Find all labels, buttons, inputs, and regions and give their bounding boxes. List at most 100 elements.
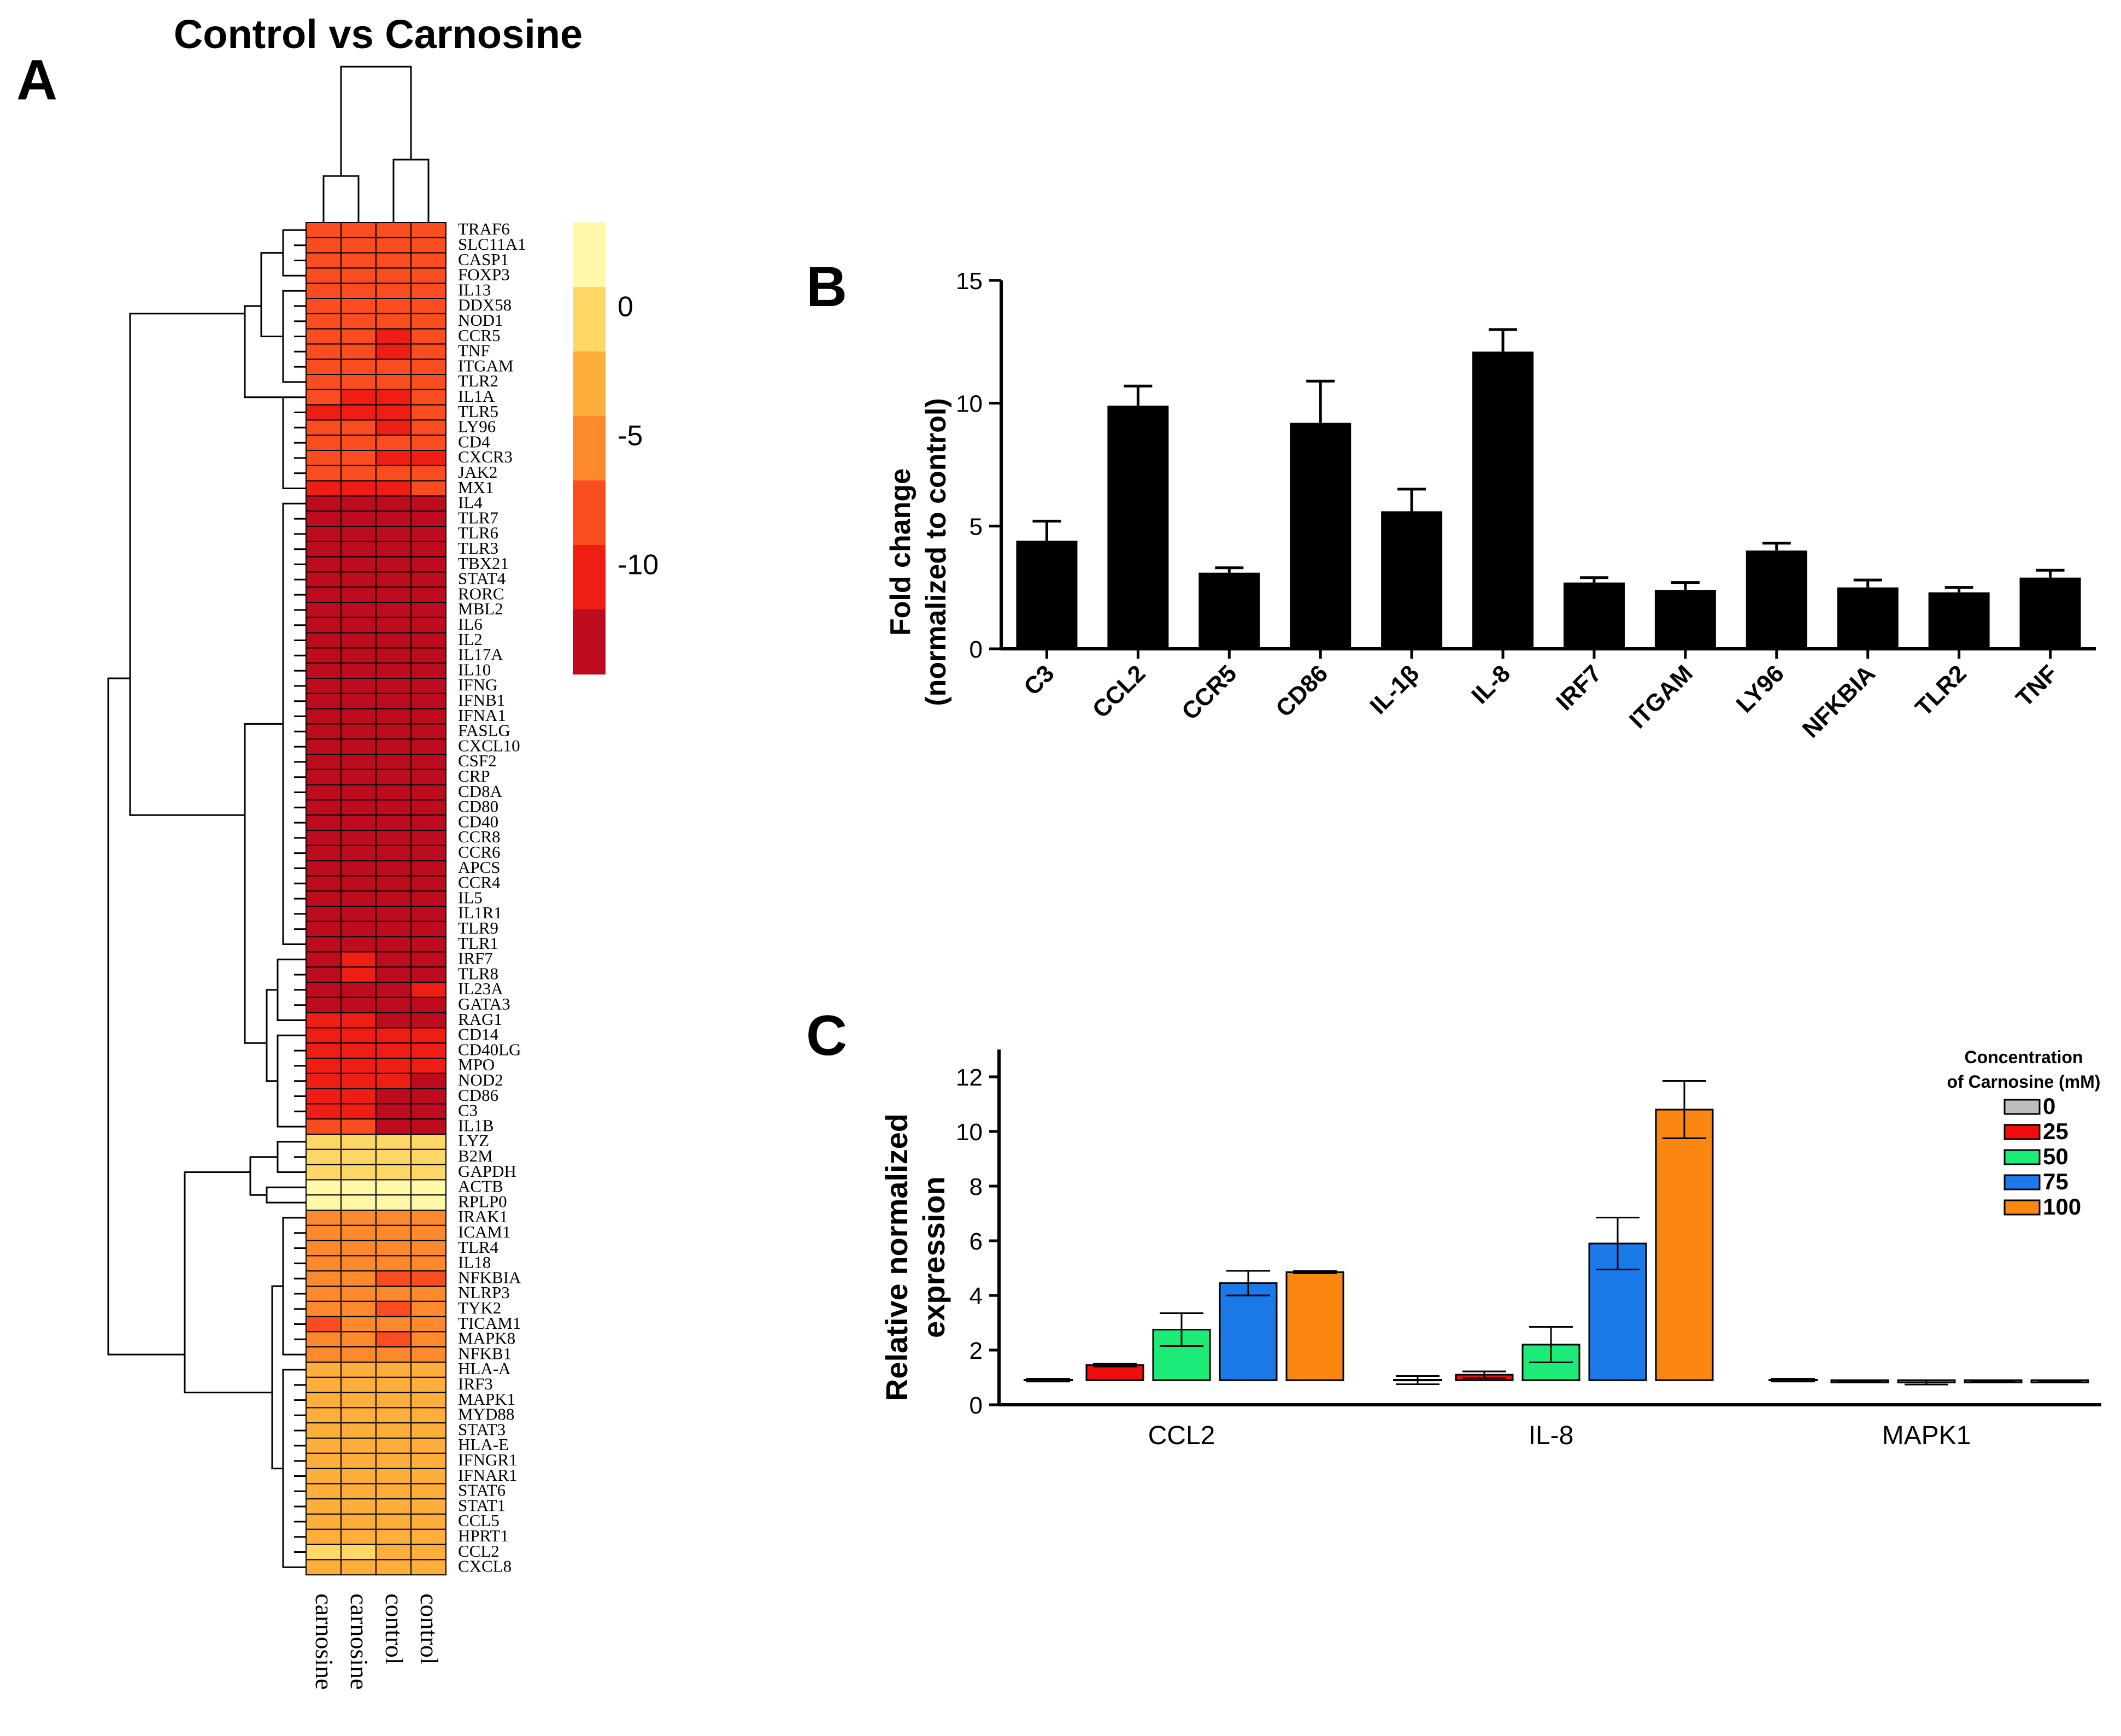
color-scale-swatch (573, 351, 606, 417)
panel-b-bar (1746, 550, 1807, 649)
heatmap-cell (340, 860, 377, 877)
heatmap-cell (375, 1088, 412, 1105)
heatmap-cell (340, 1164, 377, 1181)
heatmap-row-label: STAT6 (458, 1481, 506, 1500)
heatmap-row-label: SLC11A1 (458, 234, 526, 254)
panel-c-grouped-bar-chart: C Relative normalized expression 0 2 4 6 8 10… (806, 1004, 2101, 1450)
heatmap-cell (305, 374, 342, 390)
heatmap-cell (305, 313, 342, 330)
heatmap-cell (375, 526, 412, 542)
panel-c-axes: 0 2 4 6 8 10 12 CCL2 IL-8 MAPK1 (956, 1049, 2101, 1450)
heatmap-cell (410, 617, 446, 634)
heatmap-cell (410, 1362, 446, 1378)
heatmap-row-label: HLA-E (458, 1435, 509, 1454)
panel-c-label: C (806, 1004, 847, 1068)
heatmap-row-label: STAT1 (458, 1495, 506, 1515)
heatmap-cell (340, 996, 377, 1013)
heatmap-cell (410, 1088, 446, 1105)
heatmap-cell (375, 313, 412, 330)
heatmap-cell (410, 480, 446, 497)
heatmap-cell (305, 328, 342, 345)
color-scale-swatch (573, 287, 606, 352)
heatmap-cell (375, 1224, 412, 1241)
heatmap-row-label: MAPK1 (458, 1389, 515, 1409)
heatmap-cell (305, 1058, 342, 1074)
heatmap-cell (375, 890, 412, 907)
heatmap-cell (410, 754, 446, 770)
color-scale-swatch (573, 545, 606, 610)
heatmap-row-label: B2M (458, 1146, 493, 1165)
heatmap-cell (340, 1498, 377, 1515)
heatmap-row-label: CD8A (458, 782, 503, 801)
heatmap-cell (340, 298, 377, 314)
heatmap-cell (375, 1027, 412, 1044)
heatmap-cell (340, 844, 377, 861)
heatmap-cell (305, 343, 342, 360)
heatmap-cell (375, 1559, 412, 1576)
heatmap-row-label: IL13 (458, 280, 491, 299)
heatmap-cell (340, 526, 377, 542)
heatmap-cell (375, 769, 412, 785)
heatmap-cell (375, 875, 412, 892)
heatmap-cell (410, 814, 446, 831)
panel-b-bars (1016, 328, 2081, 649)
heatmap-cell (375, 814, 412, 831)
panel-c-y-tick-label: 2 (970, 1338, 983, 1364)
heatmap-cell (340, 1224, 377, 1241)
heatmap-row-label: CSF2 (458, 751, 497, 770)
heatmap-cell (305, 830, 342, 846)
heatmap-cell (410, 1164, 446, 1181)
heatmap-cell (375, 1134, 412, 1150)
heatmap-cell (410, 647, 446, 664)
heatmap-cell (340, 556, 377, 573)
legend-swatch (2004, 1149, 2041, 1165)
heatmap-row-label: IL2 (458, 630, 483, 649)
heatmap-cell (305, 1027, 342, 1044)
heatmap-cell (340, 1072, 377, 1089)
panel-b-x-tick-label: CCR5 (1177, 660, 1242, 725)
heatmap-cell (410, 1483, 446, 1500)
heatmap-cell (410, 511, 446, 527)
heatmap-cell (340, 359, 377, 376)
heatmap-cell (305, 738, 342, 755)
heatmap-cell (375, 511, 412, 527)
heatmap-cell (410, 298, 446, 314)
heatmap-cell (305, 1438, 342, 1454)
heatmap-cell (340, 1392, 377, 1409)
heatmap-cell (340, 1148, 377, 1165)
heatmap-cell (340, 754, 377, 770)
heatmap-cell (375, 556, 412, 573)
panel-c-bars (1024, 1080, 2089, 1386)
heatmap-row-label: FOXP3 (458, 265, 510, 284)
heatmap-cell (410, 723, 446, 740)
panel-b-x-tick-label: C3 (1019, 660, 1059, 700)
heatmap-cell (340, 1058, 377, 1074)
heatmap-cell (410, 1376, 446, 1393)
heatmap-cell (410, 678, 446, 694)
heatmap-cell (375, 1194, 412, 1211)
heatmap-row-label: RORC (458, 584, 504, 603)
heatmap-cell (375, 1072, 412, 1089)
heatmap-cell (340, 1286, 377, 1302)
heatmap-cell (305, 419, 342, 436)
heatmap-cell (305, 1544, 342, 1561)
heatmap-cell (305, 723, 342, 740)
color-scale-tick-label: -10 (618, 549, 659, 580)
heatmap-cell (340, 678, 377, 694)
heatmap-column-label: carnosine (310, 1593, 338, 1690)
heatmap-cell (305, 662, 342, 679)
heatmap-row-label: CCR4 (458, 873, 501, 892)
heatmap-row-label: IFNG (458, 675, 497, 694)
heatmap-cell (305, 267, 342, 284)
heatmap-cell (305, 435, 342, 451)
legend-swatch (2004, 1124, 2041, 1140)
panel-b-bar-chart: B Fold change (normalized to control) 0 5… (806, 255, 2096, 743)
panel-c-y-tick-label: 8 (970, 1174, 983, 1200)
heatmap-row-label: RAG1 (458, 1010, 502, 1029)
heatmap-cell (410, 1240, 446, 1257)
heatmap-row-label: TICAM1 (458, 1313, 521, 1333)
heatmap-cell (410, 343, 446, 360)
heatmap-cell (340, 1042, 377, 1059)
heatmap-row-label: TBX21 (458, 554, 509, 573)
heatmap-cell (410, 1346, 446, 1363)
